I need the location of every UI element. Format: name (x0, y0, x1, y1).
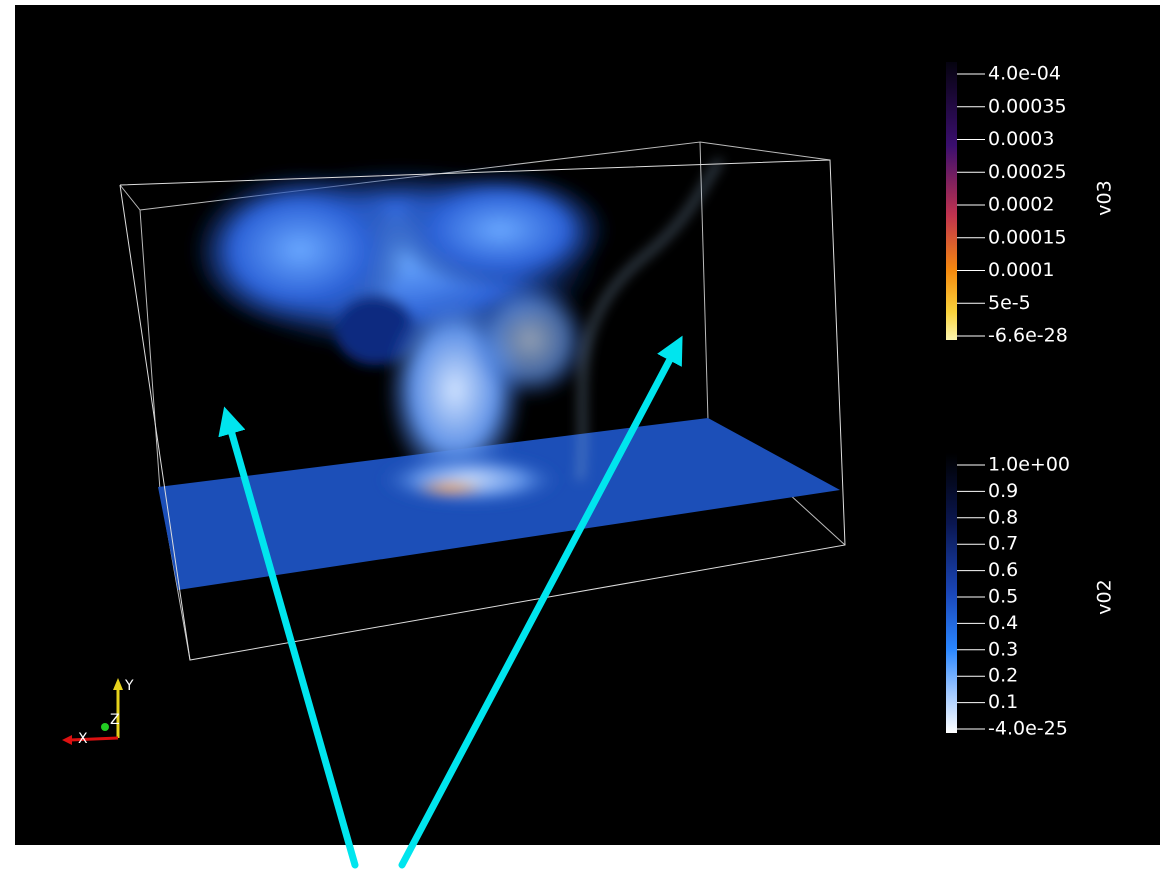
page: {"color_bars":[ {"title":"v03","ticks":[… (0, 0, 1175, 890)
color-bar-label: 4.0e-04 (988, 63, 1061, 85)
color-bar-label: 5e-5 (988, 292, 1031, 314)
color-bar-title: v02 (1094, 579, 1116, 614)
color-bar-label: 0.3 (988, 638, 1018, 660)
color-bar-label: 0.00035 (988, 95, 1067, 117)
axis-label: Z (110, 712, 120, 728)
color-bar-label: -4.0e-25 (988, 718, 1068, 740)
color-bar-label: 0.5 (988, 586, 1018, 608)
color-bar (946, 62, 957, 340)
color-bar-label: 0.8 (988, 506, 1018, 528)
color-bar-title: v03 (1094, 180, 1116, 215)
color-bar-label: 0.6 (988, 559, 1018, 581)
color-bar-label: 0.2 (988, 665, 1018, 687)
color-bar-label: -6.6e-28 (988, 325, 1068, 347)
color-bar-label: 0.00025 (988, 161, 1067, 183)
color-bar-label: 0.7 (988, 533, 1018, 555)
color-bar-label: 0.4 (988, 612, 1018, 634)
color-bar-label: 0.9 (988, 480, 1018, 502)
color-bar-label: 0.0001 (988, 259, 1054, 281)
axis-label: Y (124, 678, 134, 694)
color-bar-label: 0.00015 (988, 226, 1067, 248)
color-bar-label: 0.0002 (988, 194, 1054, 216)
color-bar-label: 0.1 (988, 691, 1018, 713)
color-bar-label: 1.0e+00 (988, 454, 1070, 476)
render-view: Y X Z 4.0e-04 0.00035 0.0003 0.00025 0.0002 0… (0, 0, 1175, 890)
color-bar-label: 0.0003 (988, 128, 1054, 150)
axis-label: X (78, 731, 88, 747)
color-bar (946, 453, 957, 733)
